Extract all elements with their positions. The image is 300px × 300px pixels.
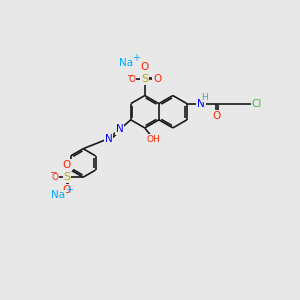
Text: S: S: [63, 172, 70, 182]
Text: −: −: [49, 168, 56, 177]
Text: H: H: [202, 93, 208, 102]
Text: O: O: [128, 75, 135, 84]
Text: O: O: [212, 111, 220, 121]
Text: +: +: [132, 53, 140, 63]
Text: N: N: [116, 124, 124, 134]
Text: +: +: [65, 185, 73, 195]
Text: O: O: [141, 62, 149, 72]
Text: Na: Na: [51, 190, 65, 200]
Text: O: O: [63, 160, 71, 170]
Text: O: O: [153, 74, 161, 84]
Text: Na: Na: [118, 58, 133, 68]
Text: S: S: [141, 74, 148, 84]
Text: −: −: [126, 70, 134, 79]
Text: N: N: [104, 134, 112, 144]
Text: N: N: [197, 99, 205, 109]
Text: O: O: [63, 184, 71, 195]
Text: OH: OH: [146, 135, 160, 144]
Text: Cl: Cl: [252, 99, 262, 109]
Text: O: O: [51, 173, 58, 182]
